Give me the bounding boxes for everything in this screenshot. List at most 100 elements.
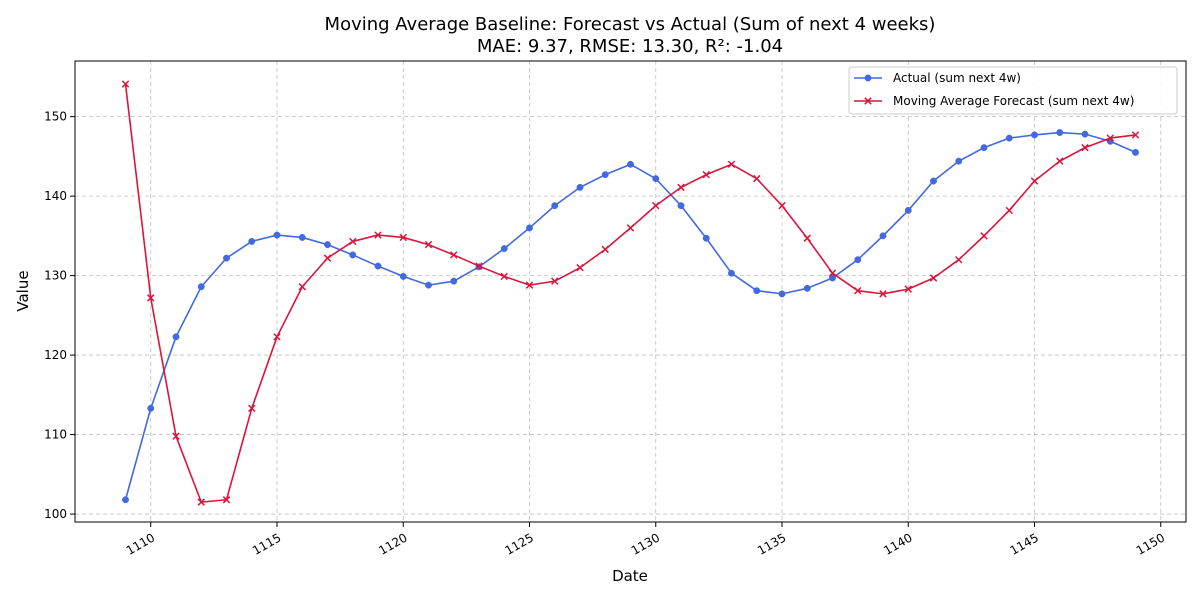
x-marker-stroke xyxy=(1131,131,1140,139)
y-tick-label: 150 xyxy=(44,110,67,124)
forecast-point xyxy=(323,254,332,262)
x-marker-stroke xyxy=(475,262,483,270)
actual-point xyxy=(879,232,887,240)
forecast-point xyxy=(1081,143,1089,152)
forecast-point xyxy=(1106,134,1114,142)
actual-point xyxy=(500,245,508,253)
forecast-point xyxy=(298,283,306,291)
forecast-point xyxy=(879,290,887,298)
actual-point xyxy=(702,234,710,242)
x-marker-stroke xyxy=(147,294,155,302)
x-marker-stroke xyxy=(677,183,685,192)
actual-point xyxy=(601,171,609,179)
actual-point xyxy=(526,224,533,232)
x-axis-label: Date xyxy=(612,567,648,585)
x-marker-stroke xyxy=(374,231,382,239)
forecast-point xyxy=(424,240,433,249)
actual-point xyxy=(248,237,256,245)
legend-marker-forecast xyxy=(864,97,872,105)
actual-point xyxy=(298,234,306,241)
x-marker-stroke xyxy=(980,232,988,240)
actual-point xyxy=(197,283,205,291)
actual-point xyxy=(551,202,559,210)
x-marker-stroke xyxy=(702,170,710,179)
legend: Actual (sum next 4w) Moving Average Forec… xyxy=(848,66,1178,115)
x-marker-stroke xyxy=(1056,157,1064,165)
x-marker-stroke xyxy=(500,272,508,281)
actual-point xyxy=(349,251,357,259)
forecast-point xyxy=(525,281,534,289)
actual-point xyxy=(854,256,862,264)
actual-point xyxy=(1005,134,1013,142)
forecast-point xyxy=(702,170,710,179)
x-marker-stroke xyxy=(121,80,130,88)
actual-point xyxy=(930,177,937,185)
forecast-point xyxy=(1056,157,1064,165)
y-tick-label: 140 xyxy=(44,189,67,203)
forecast-point xyxy=(626,224,635,232)
actual-point xyxy=(1132,148,1139,156)
forecast-point xyxy=(1030,177,1039,185)
forecast-point xyxy=(677,183,685,192)
forecast-point xyxy=(273,333,281,341)
forecast-point xyxy=(172,432,180,440)
x-marker-stroke xyxy=(197,498,205,506)
actual-point xyxy=(728,269,735,277)
forecast-point xyxy=(576,263,584,272)
x-marker-stroke xyxy=(904,285,912,293)
grid xyxy=(75,61,1186,522)
forecast-point xyxy=(1005,206,1013,215)
actual-point xyxy=(122,496,129,504)
forecast-point xyxy=(904,285,912,293)
actual-point xyxy=(1031,131,1038,139)
x-marker-stroke xyxy=(652,201,660,210)
forecast-point xyxy=(980,232,988,240)
forecast-point xyxy=(778,201,786,210)
y-axis-ticks: 100 110 120 130 140 150 xyxy=(44,110,75,521)
actual-point xyxy=(652,175,660,183)
x-marker-stroke xyxy=(222,496,231,504)
actual-point xyxy=(273,231,281,239)
forecast-point xyxy=(955,255,963,264)
actual-point xyxy=(450,277,458,285)
actual-point xyxy=(425,281,432,289)
x-marker-stroke xyxy=(273,333,281,341)
actual-point xyxy=(374,262,382,270)
legend-label-forecast: Moving Average Forecast (sum next 4w) xyxy=(893,94,1134,108)
x-marker-stroke xyxy=(727,160,736,169)
x-marker-stroke xyxy=(1005,206,1013,215)
forecast-point xyxy=(248,404,256,413)
x-marker-stroke xyxy=(626,224,635,232)
chart-title-line2: MAE: 9.37, RMSE: 13.30, R²: -1.04 xyxy=(477,36,783,57)
y-tick-label: 120 xyxy=(44,348,67,362)
x-marker-stroke xyxy=(323,254,332,262)
x-marker-stroke xyxy=(576,263,584,272)
x-marker-stroke xyxy=(955,255,963,264)
forecast-point xyxy=(475,262,483,270)
x-marker-stroke xyxy=(1030,177,1039,185)
actual-point xyxy=(324,241,331,249)
legend-label-actual: Actual (sum next 4w) xyxy=(893,71,1021,85)
y-tick-label: 100 xyxy=(44,507,67,521)
forecast-point xyxy=(500,272,508,281)
actual-point xyxy=(904,206,912,214)
forecast-series xyxy=(121,80,1140,506)
forecast-point xyxy=(121,80,130,88)
forecast-point xyxy=(929,274,938,282)
x-marker-stroke xyxy=(450,251,458,259)
x-marker-stroke xyxy=(298,283,306,291)
forecast-point xyxy=(753,174,761,183)
actual-point xyxy=(803,284,811,292)
legend-marker-actual xyxy=(864,74,872,82)
actual-point xyxy=(1056,129,1064,136)
forecast-point xyxy=(803,234,811,242)
actual-point xyxy=(980,144,988,152)
x-marker-stroke xyxy=(828,269,837,277)
forecast-point xyxy=(222,496,231,504)
forecast-point xyxy=(349,237,357,246)
actual-point xyxy=(778,290,786,298)
x-marker-stroke xyxy=(349,237,357,246)
x-marker-stroke xyxy=(601,245,609,254)
actual-point xyxy=(399,272,407,280)
actual-point xyxy=(677,202,685,210)
